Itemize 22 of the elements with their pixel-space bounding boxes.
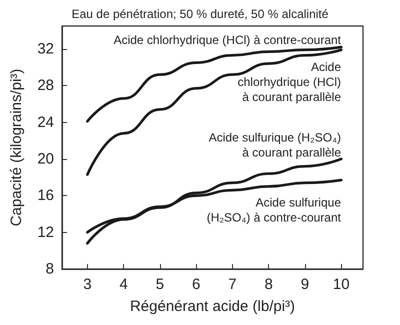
x-axis-title: Régénérant acide (lb/pi³) xyxy=(130,298,296,315)
x-tick-label: 8 xyxy=(264,276,273,293)
x-tick-label: 6 xyxy=(192,276,200,293)
annotation: Acide chlorhydrique (HCl) à courant parallèle xyxy=(238,60,342,104)
y-tick-label: 16 xyxy=(37,187,54,204)
x-tick-label: 10 xyxy=(332,276,350,293)
y-tick-label: 28 xyxy=(37,77,54,94)
y-tick-label: 12 xyxy=(37,224,54,241)
annotation: Acide chlorhydrique (HCl) à contre-courant xyxy=(114,33,342,47)
annotation: Acide sulfurique (H₂SO₄) à courant parallèle xyxy=(208,130,342,160)
x-tick-label: 7 xyxy=(228,276,237,293)
y-tick-label: 24 xyxy=(37,114,54,131)
y-tick-label: 20 xyxy=(37,150,54,168)
chart-title: Eau de pénétration; 50 % dureté, 50 % alcalinité xyxy=(72,7,329,21)
x-tick-label: 4 xyxy=(119,276,128,293)
y-tick-label: 32 xyxy=(37,40,54,58)
y-axis-title: Capacité (kilograins/pi³) xyxy=(8,68,25,226)
annotation: Acide sulfurique (H₂SO₄) à contre-courant xyxy=(206,196,342,224)
x-tick-label: 5 xyxy=(156,276,164,293)
x-tick-label: 3 xyxy=(83,276,92,293)
y-tick-label: 8 xyxy=(46,260,54,278)
x-tick-label: 9 xyxy=(300,276,310,293)
